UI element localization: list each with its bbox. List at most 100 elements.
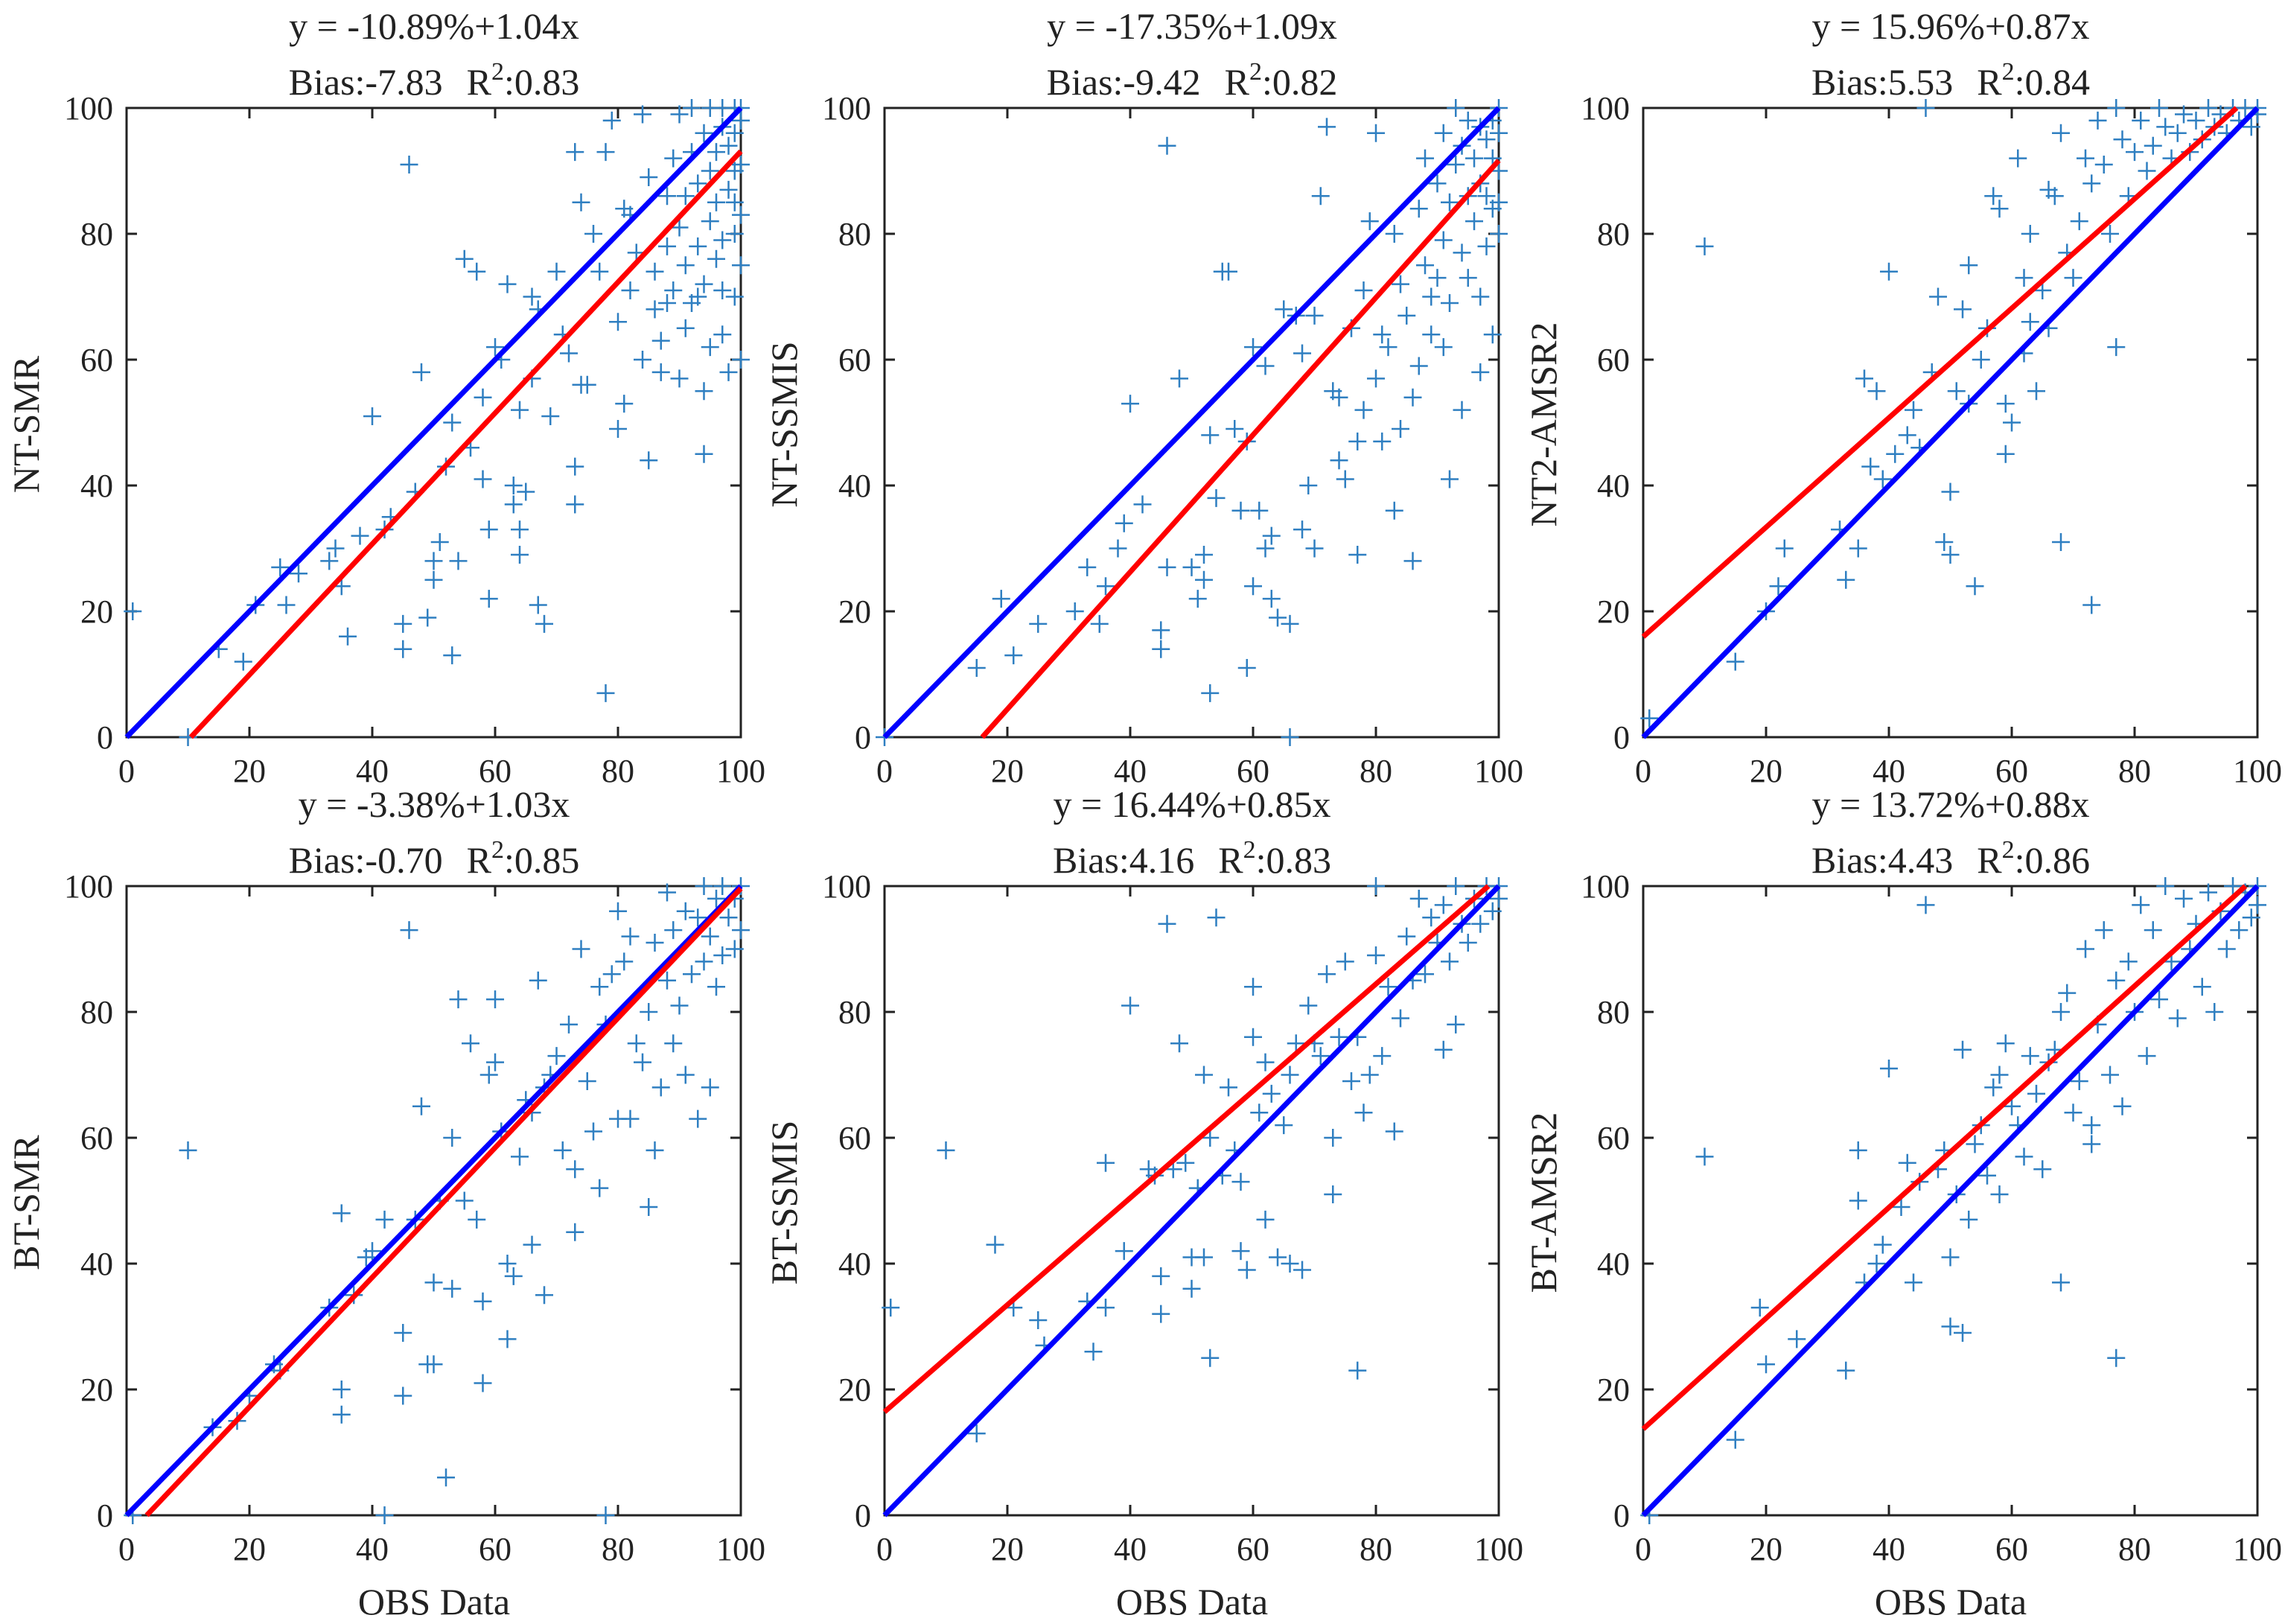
scatter-point: [596, 1506, 615, 1524]
y-tick-label: 0: [1613, 1497, 1630, 1534]
scatter-point: [1385, 1122, 1403, 1141]
x-tick-label: 100: [1474, 753, 1523, 789]
scatter-point: [676, 187, 695, 206]
y-tick-label: 80: [1597, 216, 1630, 252]
scatter-point: [658, 237, 676, 255]
scatter-point: [646, 300, 664, 319]
r2-exponent: 2: [1249, 58, 1262, 86]
scatter-point: [664, 1034, 683, 1053]
regression-lines: [1641, 884, 2260, 1518]
x-tick-label: 40: [1873, 1531, 1905, 1567]
scatter-point: [1996, 1034, 2015, 1053]
scatter-point: [1367, 369, 1385, 388]
axis-ticks: 0 20 40 60 80 100 0 20 40 60 80 100: [1581, 90, 2282, 789]
regression-fit-line: [188, 149, 743, 739]
scatter-point: [1305, 539, 1324, 558]
scatter-point: [646, 934, 664, 952]
scatter-point: [498, 275, 517, 293]
scatter-point: [707, 193, 725, 211]
scatter-point: [2199, 99, 2217, 117]
scatter-point: [1158, 914, 1176, 933]
axis-ticks: 0 20 40 60 80 100 0 20 40 60 80 100: [64, 868, 765, 1567]
scatter-point: [424, 1273, 443, 1292]
scatter-point: [609, 419, 627, 438]
scatter-point: [1293, 520, 1311, 539]
scatter-point: [394, 640, 412, 658]
y-tick-label: 40: [838, 468, 871, 504]
scatter-point: [695, 275, 713, 293]
y-tick-label: 80: [838, 216, 871, 252]
bias-label: Bias:4.43: [1811, 839, 1953, 881]
scatter-point: [590, 978, 609, 996]
scatter-point: [2119, 952, 2138, 971]
scatter-point: [511, 1147, 529, 1166]
scatter-point: [1837, 1361, 1855, 1380]
regression-fit-line: [1641, 884, 2248, 1431]
scatter-point: [689, 1109, 707, 1128]
scatter-point: [2113, 1097, 2132, 1115]
x-tick-label: 40: [356, 753, 389, 789]
plot-area: 0 20 40 60 80 100 0 20 40 60 80 100: [64, 90, 765, 789]
scatter-point: [2199, 883, 2217, 902]
y-tick-label: 60: [1597, 342, 1630, 378]
x-tick-label: 0: [118, 1531, 135, 1567]
scatter-point: [479, 1066, 498, 1084]
scatter-point: [486, 1053, 504, 1071]
scatter-point: [1880, 262, 1898, 281]
scatter-point: [1084, 1343, 1103, 1361]
scatter-point: [271, 558, 290, 576]
regression-fit-line: [882, 884, 1491, 1414]
scatter-point: [566, 495, 584, 514]
scatter-point: [2113, 130, 2132, 149]
scatter-point: [2033, 281, 2052, 300]
scatter-point: [523, 1235, 541, 1254]
scatter-point: [2009, 149, 2027, 168]
scatter-point: [2168, 124, 2187, 142]
scatter-point: [2107, 971, 2126, 990]
scatter-point: [394, 1323, 412, 1342]
scatter-point: [541, 407, 560, 426]
scatter-point: [1342, 1071, 1360, 1090]
scatter-point: [1244, 978, 1262, 996]
scatter-point: [1176, 1153, 1195, 1172]
scatter-point: [1984, 1078, 2003, 1097]
scatter-point: [1416, 256, 1434, 275]
scatter-point: [713, 325, 732, 344]
r2-exponent: 2: [491, 58, 504, 86]
scatter-point: [523, 287, 541, 306]
x-tick-label: 0: [118, 753, 135, 789]
scatter-point: [1090, 614, 1109, 633]
y-tick-label: 0: [97, 719, 113, 756]
scatter-point: [676, 256, 695, 275]
scatter-point: [1121, 395, 1139, 413]
scatter-point: [468, 1210, 486, 1229]
scatter-point: [1029, 614, 1048, 633]
scatter-point: [1416, 149, 1434, 168]
scatter-point: [2144, 136, 2162, 155]
scatter-point: [1348, 1361, 1367, 1380]
scatter-point: [1996, 395, 2015, 413]
scatter-point: [1275, 1116, 1293, 1135]
chart-subtitle: Bias:4.16 R2:0.83: [1053, 836, 1331, 881]
scatter-point: [2094, 921, 2113, 940]
scatter-point: [2015, 1147, 2033, 1166]
x-tick-label: 20: [991, 753, 1024, 789]
scatter-point: [1324, 1129, 1342, 1147]
chart-title: y = -3.38%+1.03x: [299, 783, 570, 825]
r2-symbol: R: [467, 839, 492, 881]
scatter-point: [707, 249, 725, 268]
bias-label: Bias:-0.70: [289, 839, 443, 881]
scatter-point: [627, 1034, 646, 1053]
x-tick-label: 40: [1873, 753, 1905, 789]
scatter-point: [732, 921, 750, 940]
scatter-point: [332, 1381, 351, 1398]
bias-label: Bias:5.53: [1811, 61, 1953, 103]
scatter-point: [1434, 124, 1453, 142]
y-tick-label: 40: [838, 1246, 871, 1282]
scatter-point: [1195, 1248, 1213, 1267]
scatter-point: [1237, 1261, 1256, 1279]
scatter-point: [670, 996, 689, 1015]
y-tick-label: 40: [80, 468, 113, 504]
scatter-point: [2027, 1084, 2045, 1103]
scatter-point: [1269, 1248, 1287, 1267]
